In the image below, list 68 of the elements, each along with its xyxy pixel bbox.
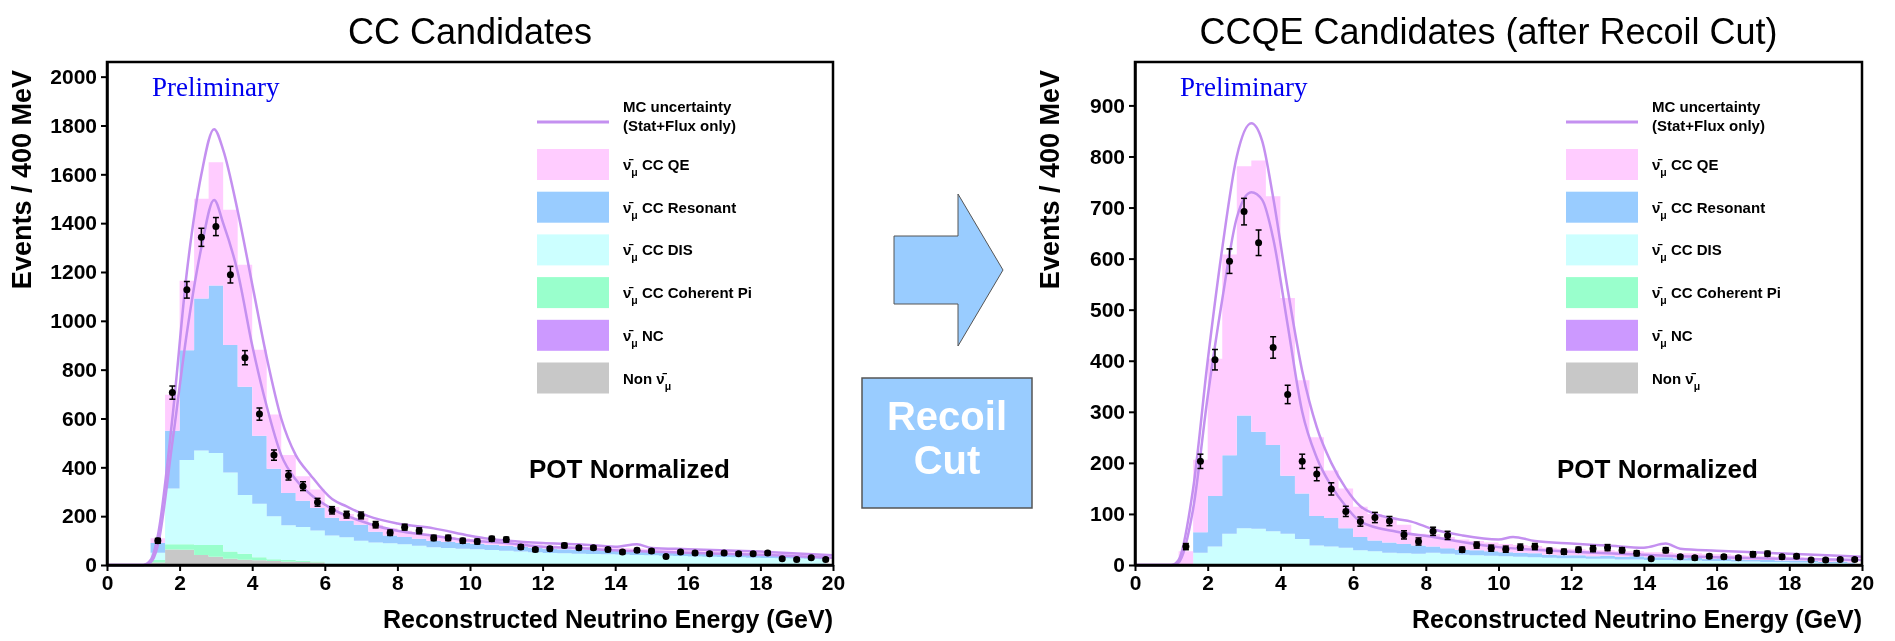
- legend-label: MC uncertainty (Stat+Flux only): [623, 98, 736, 134]
- x-tick-label: 8: [392, 570, 405, 594]
- y-tick-label: 400: [1089, 348, 1125, 372]
- x-tick-label: 16: [676, 570, 700, 594]
- y-tick-label: 1200: [50, 260, 97, 284]
- legend-label: Non ν̄$_{μ}$: [623, 369, 672, 392]
- legend-label: ν̄$_{μ}$ CC Coherent Pi: [623, 284, 752, 307]
- y-tick-label: 200: [61, 504, 97, 528]
- y-tick-label: 600: [1089, 246, 1125, 270]
- x-tick-label: 8: [1420, 570, 1433, 594]
- x-tick-label: 6: [319, 570, 332, 594]
- x-tick-label: 10: [1487, 570, 1511, 594]
- x-tick-label: 6: [1347, 570, 1360, 594]
- x-tick-label: 16: [1705, 570, 1729, 594]
- y-tick-label: 500: [1089, 297, 1125, 321]
- legend-label: MC uncertainty (Stat+Flux only): [1652, 98, 1765, 134]
- y-tick-label: 900: [1089, 93, 1125, 117]
- legend-label: ν̄$_{μ}$ CC QE: [623, 156, 690, 178]
- x-tick-label: 12: [531, 570, 555, 594]
- x-tick-label: 14: [1632, 570, 1657, 594]
- annotation: Preliminary: [152, 72, 280, 102]
- y-tick-label: 1800: [50, 113, 97, 137]
- legend-label: ν̄$_{μ}$ CC DIS: [1652, 241, 1722, 264]
- y-tick-label: 100: [1089, 502, 1125, 526]
- x-tick-label: 18: [1778, 570, 1802, 594]
- y-axis-title: Events / 400 MeV: [7, 70, 37, 290]
- y-tick-label: 800: [1089, 144, 1125, 168]
- legend-label: ν̄$_{μ}$ CC QE: [1652, 156, 1719, 178]
- legend-label: ν̄$_{μ}$ NC: [623, 326, 664, 349]
- x-tick-label: 0: [1129, 570, 1142, 594]
- legend-label: ν̄$_{μ}$ CC Resonant: [623, 198, 737, 221]
- x-tick-label: 0: [101, 570, 114, 594]
- x-tick-label: 20: [821, 570, 846, 594]
- y-tick-label: 300: [1089, 400, 1125, 424]
- y-tick-label: 1600: [50, 162, 97, 186]
- y-tick-label: 2000: [50, 64, 97, 88]
- chart-title: CCQE Candidates (after Recoil Cut): [1199, 11, 1778, 52]
- legend-label: ν̄$_{μ}$ NC: [1652, 326, 1693, 349]
- y-tick-label: 800: [61, 357, 97, 381]
- x-tick-label: 10: [458, 570, 483, 594]
- y-tick-label: 1000: [50, 309, 97, 333]
- legend-label: Non ν̄$_{μ}$: [1652, 369, 1701, 392]
- y-tick-label: 0: [85, 553, 97, 577]
- x-tick-label: 18: [749, 570, 773, 594]
- legend-label: ν̄$_{μ}$ CC Coherent Pi: [1652, 284, 1781, 307]
- chart-title: CC Candidates: [347, 11, 593, 52]
- y-axis-title: Events / 400 MeV: [1035, 70, 1065, 290]
- x-tick-label: 4: [1275, 570, 1288, 594]
- y-tick-label: 0: [1113, 553, 1125, 577]
- y-tick-label: 400: [61, 455, 97, 479]
- x-axis-title: Reconstructed Neutrino Energy (GeV): [1411, 605, 1862, 633]
- y-tick-label: 600: [61, 406, 97, 430]
- x-tick-label: 20: [1850, 570, 1875, 594]
- x-tick-label: 14: [604, 570, 628, 594]
- text: Recoil Cut: [886, 394, 1008, 482]
- x-tick-label: 2: [1202, 570, 1215, 594]
- y-tick-label: 200: [1089, 451, 1125, 475]
- x-tick-label: 4: [246, 570, 259, 594]
- annotation: Preliminary: [1180, 72, 1308, 102]
- y-tick-label: 1400: [50, 211, 97, 235]
- x-axis-title: Reconstructed Neutrino Energy (GeV): [382, 605, 833, 633]
- legend-label: ν̄$_{μ}$ CC Resonant: [1652, 198, 1766, 221]
- y-tick-label: 700: [1089, 195, 1125, 219]
- annotation: POT Normalized: [529, 454, 730, 484]
- x-tick-label: 12: [1560, 570, 1584, 594]
- x-tick-label: 2: [174, 570, 186, 594]
- annotation: POT Normalized: [1557, 454, 1758, 484]
- legend-label: ν̄$_{μ}$ CC DIS: [623, 241, 693, 264]
